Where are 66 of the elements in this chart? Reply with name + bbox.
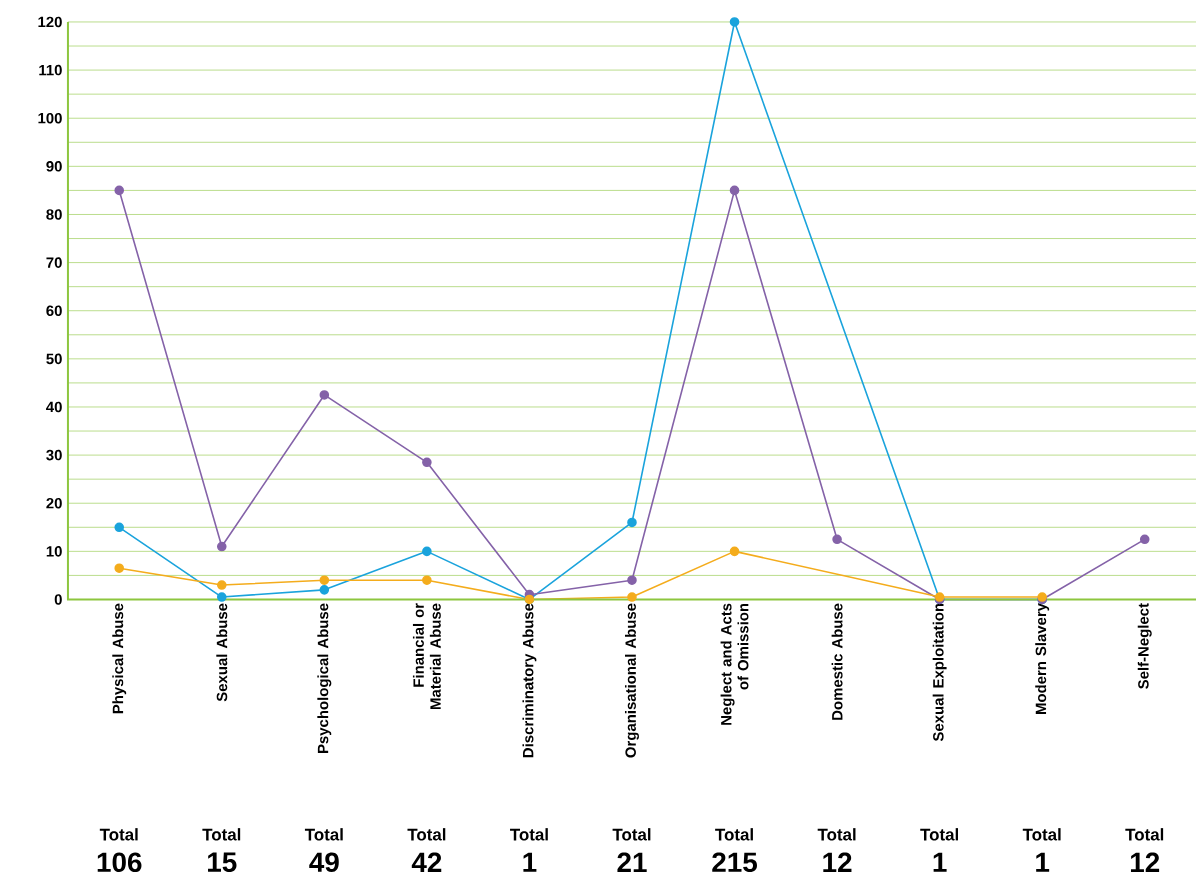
point [729,546,740,557]
text: 106 [97,852,142,872]
point [422,457,432,468]
text: 15 [208,852,237,872]
y-tick-label: 100 [38,112,62,124]
text: Total [510,828,548,841]
point [1139,534,1150,545]
y-tick-label: 40 [46,401,62,413]
x-tick-label: Psychological Abuse [317,603,332,753]
y-tick-label: 70 [46,257,62,268]
y-tick-label: 110 [39,64,62,76]
text: 12 [823,852,852,872]
y-tick-label: 10 [46,545,62,557]
x-tick-label: Organisational Abuse [624,603,639,758]
text: Total [715,828,753,841]
point [422,546,432,557]
point [627,592,637,602]
text: 1 [933,852,947,872]
x-tick-label: Neglect and Acts of Omission [720,603,749,725]
point [729,185,740,196]
text: Total [99,828,138,841]
x-tick-label: Self-Neglect [1137,603,1152,689]
x-tick-label: Modern Slavery [1035,602,1050,714]
point [627,575,637,585]
point [319,390,330,400]
x-tick-label: Domestic Abuse [831,603,843,720]
y-tick-label: 120 [38,16,62,28]
point [832,534,842,545]
text: Total [817,828,856,841]
point [627,517,637,528]
text: Total [304,828,343,841]
point [216,592,227,602]
text: 49 [309,852,339,872]
text: 1 [1036,852,1050,872]
text: Total [920,828,959,841]
y-tick-label: 20 [46,497,62,509]
text: 1 [523,852,537,872]
text: 215 [712,852,757,872]
text: Total [202,828,241,841]
text: 21 [617,852,647,872]
point [216,580,227,590]
y-tick-label: 30 [46,449,62,461]
y-tick-label: 90 [46,160,62,172]
text: 42 [411,852,442,872]
text: Total [1125,828,1164,841]
x-tick-label: Sexual Exploitation [932,603,947,742]
x-tick-label: Physical Abuse [112,603,127,714]
x-tick-label: Financial or Material Abuse [412,603,441,709]
point [114,185,125,196]
point [729,17,740,27]
text: Total [612,828,651,841]
text: Total [1022,828,1061,841]
y-tick-label: 80 [46,209,62,220]
y-tick-label: 0 [54,594,62,605]
point [114,522,125,532]
point [114,563,125,573]
point [319,584,330,595]
y-tick-label: 50 [46,353,62,365]
x-tick-label: Sexual Abuse [216,603,228,702]
x-tick-label: Discriminatory Abuse [522,603,537,758]
text: 12 [1130,852,1160,872]
text: Total [407,828,446,841]
y-tick-label: 60 [46,305,62,316]
point [216,541,227,552]
point [319,575,330,585]
point [422,575,432,585]
